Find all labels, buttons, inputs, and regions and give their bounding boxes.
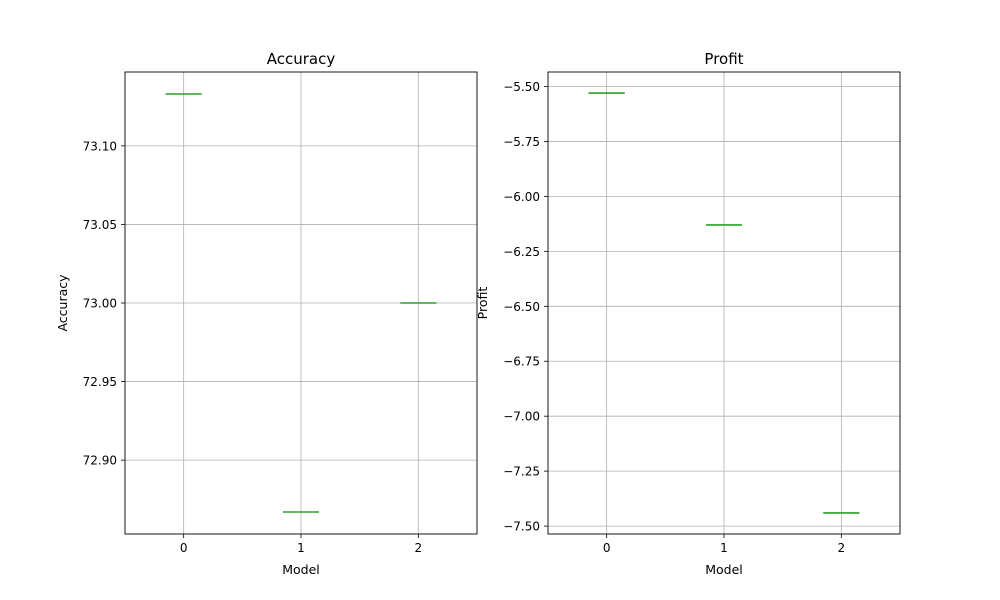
accuracy-chart: Accuracy Model Accuracy 72.9072.9573.007… [55,50,478,577]
y-tick-label: 72.90 [83,454,117,468]
ticks: 72.90 72.95 73.00 73.05 73.10 0 1 2 [83,139,423,555]
y-tick-label: −5.75 [503,135,540,149]
axes-frame [547,71,901,535]
x-tick-label: 2 [415,541,423,555]
y-tick-label: −6.25 [503,245,540,259]
x-axis-label: Model [282,562,320,577]
y-tick-label: −6.50 [503,300,540,314]
y-tick-label: −5.50 [503,80,540,94]
grid-lines [548,72,900,534]
y-tick-label: −7.25 [503,465,540,479]
x-tick-label: 0 [603,541,611,555]
y-tick-label: 72.95 [83,375,117,389]
y-tick-label: −6.75 [503,355,540,369]
y-axis-label: Profit [475,287,490,320]
data-marks [165,93,437,513]
y-tick-label: 73.10 [83,139,117,153]
x-axis-label: Model [705,562,743,577]
chart-title: Accuracy [267,50,336,68]
x-tick-label: 1 [720,541,728,555]
y-tick-label: 73.05 [83,218,117,232]
y-axis-label: Accuracy [55,274,70,332]
y-tick-label: −7.00 [503,410,540,424]
x-tick-label: 1 [297,541,305,555]
y-tick-label: 73.00 [83,297,117,311]
x-tick-label: 2 [838,541,846,555]
y-tick-label: −7.50 [503,520,540,534]
profit-chart: Profit Model Profit −7.50 −7.25 −7.00 −6.75… [475,50,901,577]
ticks: −7.50 −7.25 −7.00 −6.75 −6.50 −6.25 −6.00 −5.75… [503,80,845,555]
y-tick-label: −6.00 [503,190,540,204]
x-tick-label: 0 [180,541,188,555]
data-marks [588,92,860,514]
axes-frame [124,71,478,535]
chart-title: Profit [704,50,743,68]
